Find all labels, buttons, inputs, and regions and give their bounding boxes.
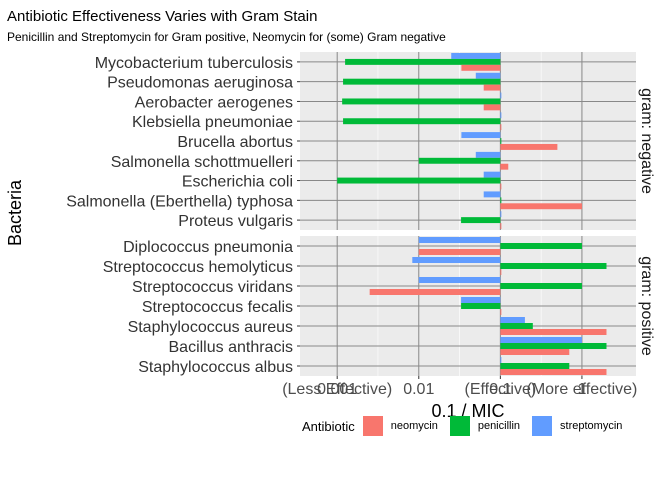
facet-strip [636,236,657,376]
bar-streptomycin [418,277,501,283]
bar-neomycin [418,249,501,255]
legend-label-streptomycin: streptomycin [560,420,623,432]
bar-neomycin [500,163,509,170]
bar-neomycin [483,104,501,111]
bar-streptomycin [483,171,501,178]
bar-streptomycin [500,357,502,363]
bar-neomycin [500,124,502,131]
bar-neomycin [500,203,582,210]
bar-penicillin [337,177,501,184]
bar-neomycin [461,64,501,71]
facet-strip [636,52,657,230]
facet-strip-label: gram: negative [638,88,655,194]
y-tick-label: Klebsiella pneumoniae [132,114,293,131]
bar-streptomycin [418,237,501,243]
bar-streptomycin [461,297,501,303]
bar-streptomycin [500,337,582,343]
bar-penicillin [500,243,582,249]
y-tick-label: Diplococcus pneumonia [123,239,293,256]
bar-penicillin [500,138,502,144]
x-annotation-label: (Effective) [464,381,536,398]
x-tick-label: 0.01 [403,381,434,398]
legend-item-streptomycin: streptomycin [532,416,622,436]
bar-neomycin [500,143,558,150]
bar-penicillin [500,323,533,329]
bar-penicillin [500,197,502,204]
x-tick-label: 1 [577,381,586,398]
x-tick-label: 0.001 [317,381,357,398]
y-tick-label: Proteus vulgaris [178,213,293,230]
bar-penicillin [345,58,501,65]
bar-neomycin [500,329,607,335]
y-tick-label: Staphylococcus aureus [128,319,293,336]
bar-penicillin [461,303,501,309]
facet-strip-label: gram: positive [638,256,655,356]
legend-item-penicillin: penicillin [449,416,521,436]
bar-neomycin [500,269,502,275]
bar-penicillin [342,98,501,105]
x-annotation-label: (More effective) [527,381,638,398]
bar-streptomycin [461,132,501,139]
y-tick-label: Aerobacter aerogenes [135,94,293,111]
bar-penicillin [343,118,501,125]
bar-neomycin [500,349,570,355]
bar-neomycin [500,183,502,190]
x-tick-label: 0.1 [489,381,511,398]
legend-label-neomycin: neomycin [390,420,438,432]
bar-penicillin [343,78,501,85]
y-tick-label: Streptococcus fecalis [142,299,293,316]
legend: Antibiotic neomycin penicillin streptomy… [302,414,634,438]
bar-streptomycin [451,52,501,59]
legend-label-penicillin: penicillin [477,420,521,432]
bar-penicillin [500,283,582,289]
bar-penicillin [500,363,570,369]
legend-title: Antibiotic [302,418,355,434]
bar-streptomycin [475,151,501,158]
bar-neomycin [483,84,501,91]
bar-neomycin [369,289,501,295]
facet-panel: Staphylococcus albus Bacillus anthracis St… [103,236,657,376]
x-axis-label: 0.1 / MIC [431,401,504,421]
bar-streptomycin [500,92,502,99]
y-tick-label: Salmonella schottmuelleri [111,154,293,171]
legend-swatch-penicillin [449,416,470,436]
y-tick-label: Streptococcus hemolyticus [103,259,293,276]
facet-panel: Proteus vulgaris Salmonella (Eberthella) … [66,52,657,230]
bar-streptomycin [500,211,502,218]
bar-neomycin [500,223,502,230]
y-tick-label: Brucella abortus [177,134,293,151]
legend-swatch-streptomycin [532,416,553,436]
bar-streptomycin [475,72,501,79]
bar-penicillin [418,157,501,164]
bar-streptomycin [500,112,502,119]
bar-neomycin [500,309,502,315]
y-tick-label: Staphylococcus albus [138,359,293,376]
y-axis-label: Bacteria [5,179,25,246]
y-tick-label: Bacillus anthracis [169,339,294,356]
legend-swatch-neomycin [362,416,383,436]
y-tick-label: Streptococcus viridans [132,279,293,296]
bar-penicillin [500,343,607,349]
bar-streptomycin [412,257,501,263]
x-annotation-label: (Less Effective) [282,381,392,398]
chart-title: Antibiotic Effectiveness Varies with Gra… [7,8,317,25]
bar-streptomycin [500,317,525,323]
bar-penicillin [500,263,607,269]
bar-penicillin [461,217,501,224]
chart-subtitle: Penicillin and Streptomycin for Gram pos… [7,30,446,44]
bar-streptomycin [483,191,501,198]
bar-neomycin [500,369,607,375]
y-tick-label: Salmonella (Eberthella) typhosa [66,193,293,210]
y-tick-label: Mycobacterium tuberculosis [95,55,293,72]
y-tick-label: Pseudomonas aeruginosa [107,75,293,92]
legend-item-neomycin: neomycin [362,416,438,436]
y-tick-label: Escherichia coli [182,174,293,191]
